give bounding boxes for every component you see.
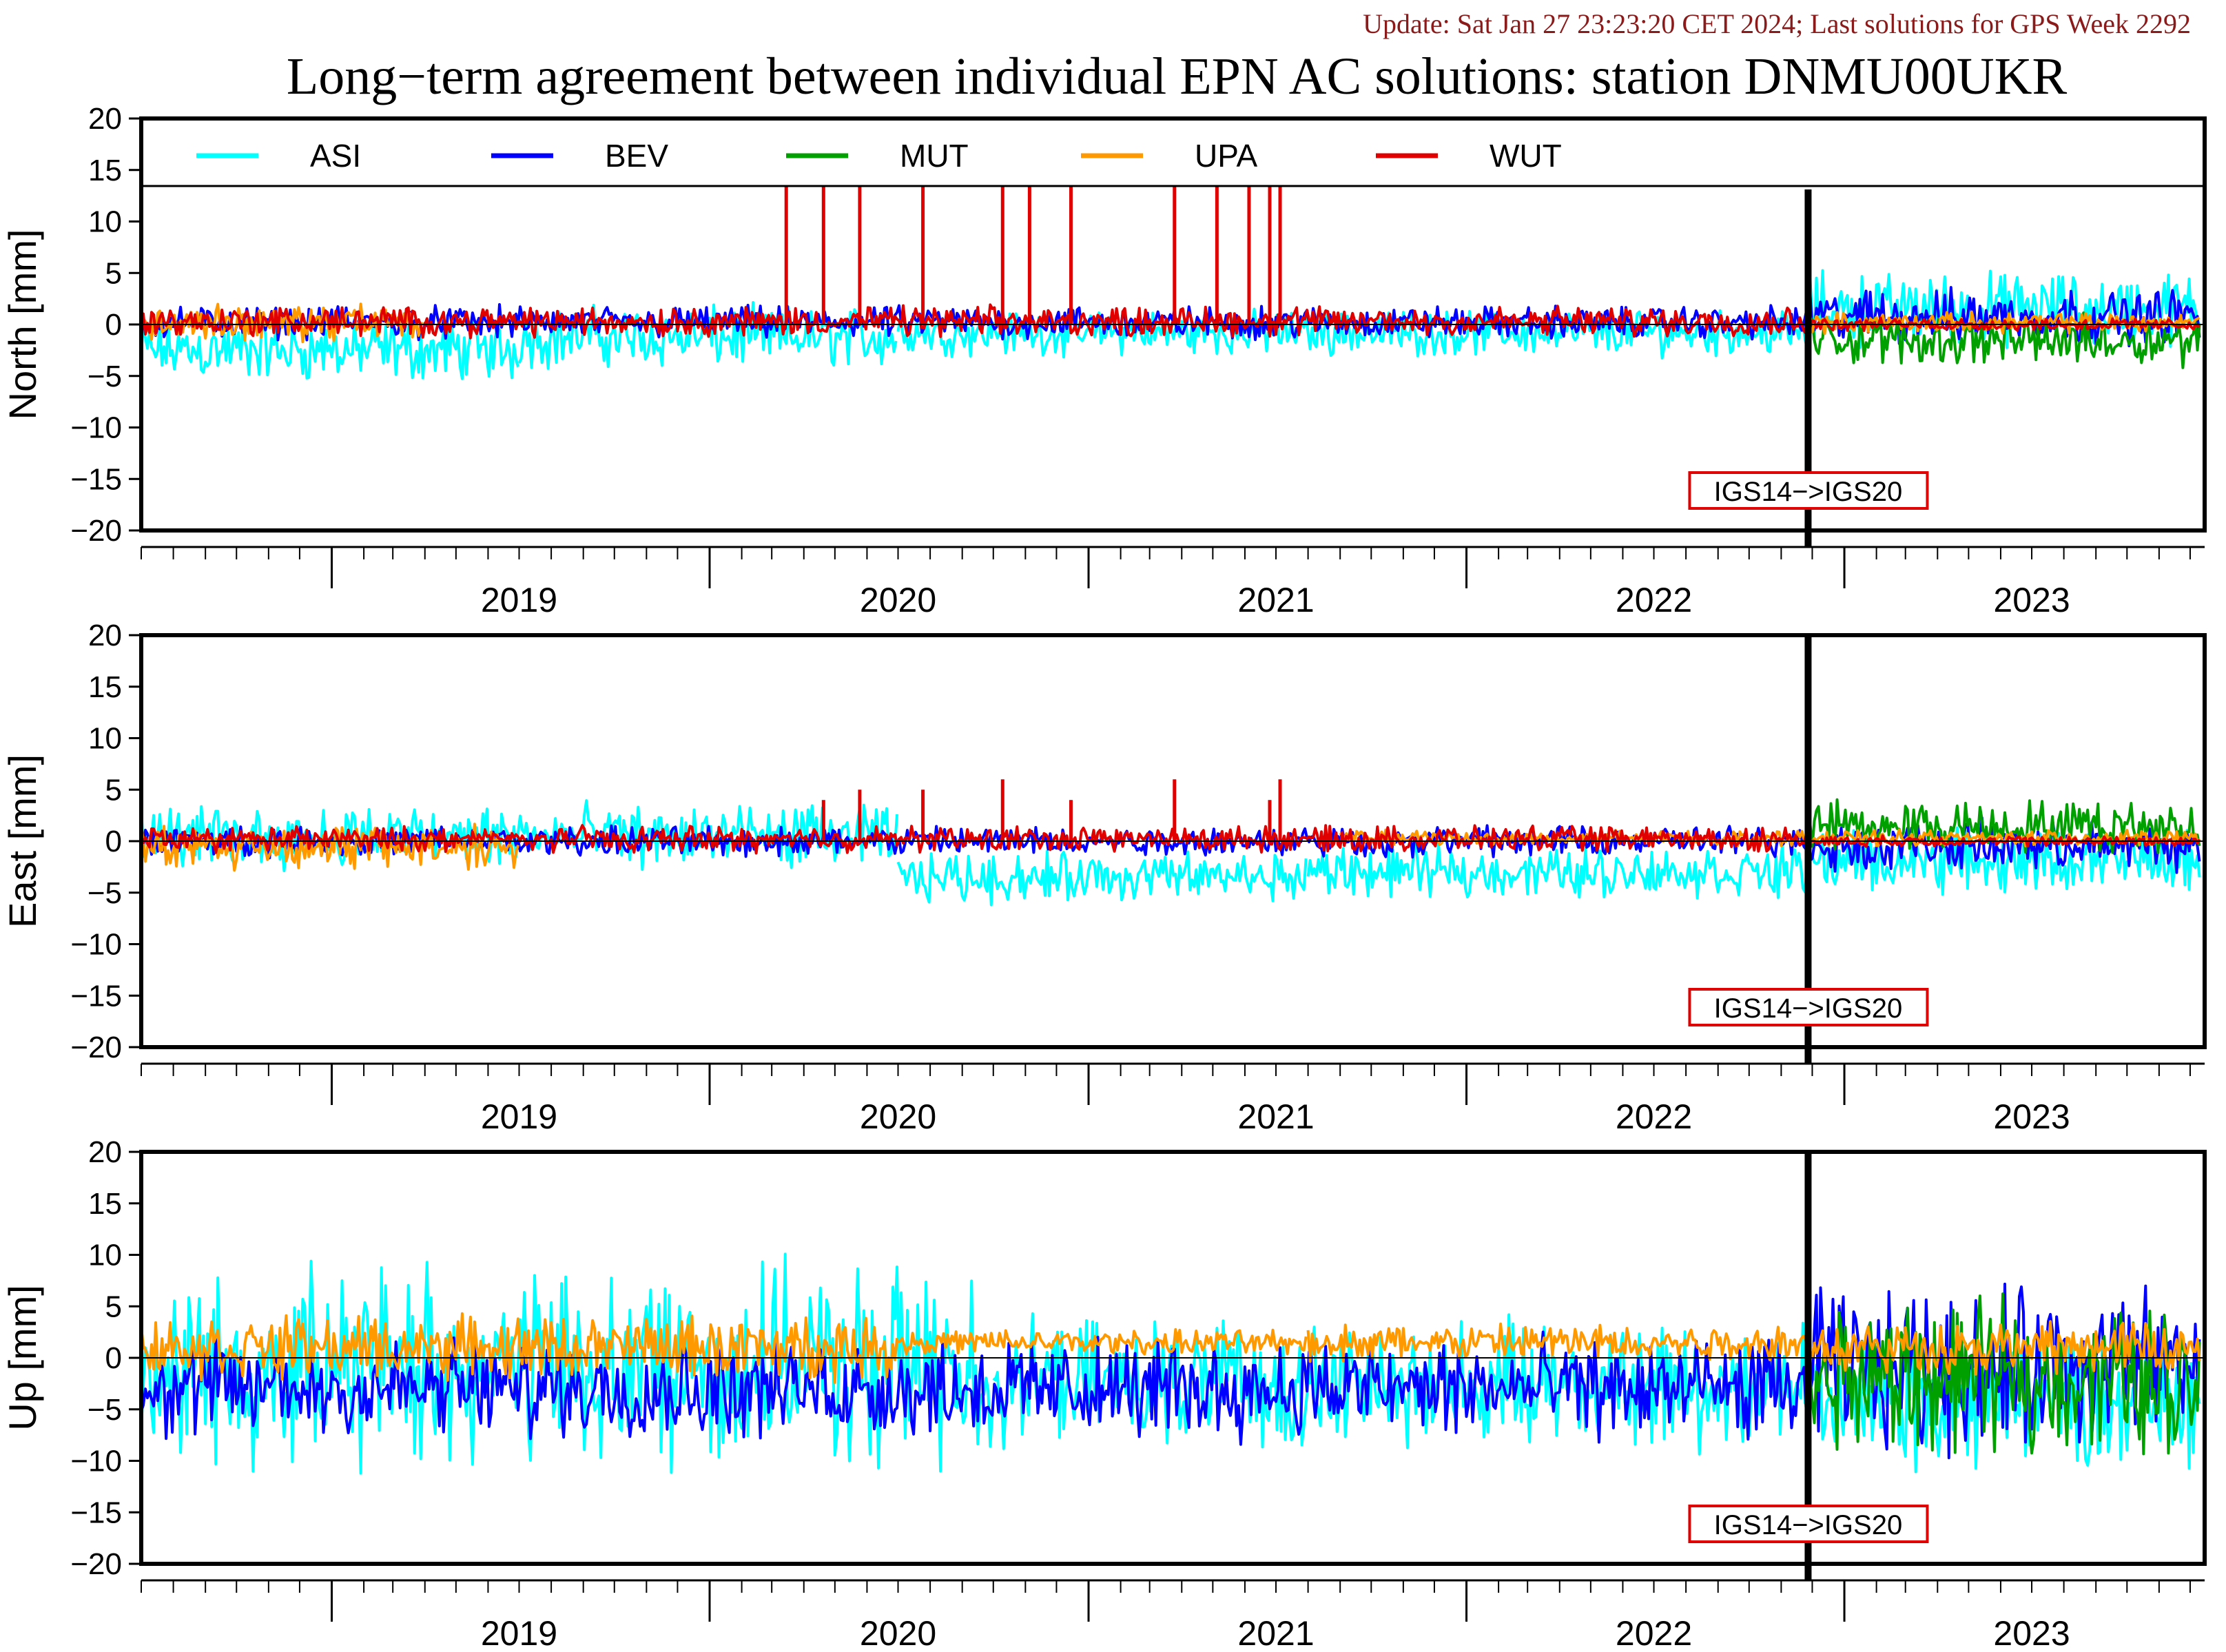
x-tick-label: 2019 (481, 1614, 557, 1652)
reference-change-box (1688, 1505, 1929, 1543)
x-tick-label: 2023 (1993, 1097, 2070, 1136)
x-tick-label: 2020 (860, 581, 936, 619)
y-tick-label: 20 (88, 102, 122, 136)
update-text: Update: Sat Jan 27 23:23:20 CET 2024; La… (1363, 8, 2191, 39)
chart-title: Long−term agreement between individual E… (287, 48, 2068, 105)
y-tick-label: −20 (70, 1031, 122, 1064)
y-tick-label: −15 (70, 462, 122, 496)
y-tick-label: −5 (87, 360, 122, 393)
series-mut (1806, 311, 2201, 369)
reference-change-label: IGS14−>IGS20 (1714, 993, 1903, 1024)
series-line-bev (141, 1330, 1808, 1446)
y-tick-label: −20 (70, 514, 122, 548)
series-line-mut (1806, 798, 2201, 854)
reference-change-box (1688, 471, 1929, 510)
x-tick-label: 2021 (1237, 581, 1314, 619)
legend-bg (141, 118, 2205, 186)
panel-east: IGS14−>IGS20 20 15 10 5 0 −5 −10 −15 −20 East [mm]… (1, 619, 2207, 1136)
y-tick-label: −15 (70, 979, 122, 1013)
series-line-asi (1806, 826, 2201, 896)
x-tick-label: 2019 (481, 581, 557, 619)
series-line-upa (1306, 1322, 1808, 1363)
series-upa (141, 1312, 2201, 1384)
series-wut (141, 779, 2201, 855)
legend-label-mut: MUT (900, 138, 969, 174)
y-tick-label: −10 (70, 928, 122, 962)
x-tick-label: 2021 (1237, 1614, 1314, 1652)
series-line-wut (141, 303, 1808, 340)
x-tick-label: 2021 (1237, 1097, 1314, 1136)
series-line-asi (896, 849, 1308, 907)
x-tick-label: 2023 (1993, 1614, 2070, 1652)
legend-label-asi: ASI (310, 138, 361, 174)
y-tick-label: −5 (87, 1393, 122, 1427)
y-tick-label: 0 (105, 1341, 122, 1375)
series-mut (1806, 798, 2201, 854)
x-tick-label: 2020 (860, 1614, 936, 1652)
x-tick-label: 2020 (860, 1097, 936, 1136)
y-tick-label: 5 (105, 256, 122, 290)
legend-label-wut: WUT (1490, 138, 1562, 174)
panel-frame-top (139, 116, 2207, 533)
y-tick-label: 20 (88, 1135, 122, 1169)
y-axis-label: Up [mm] (1, 1285, 44, 1431)
series-line-upa (898, 1328, 1308, 1356)
y-tick-label: −20 (70, 1547, 122, 1581)
y-tick-label: 5 (105, 773, 122, 807)
y-tick-label: 10 (88, 205, 122, 239)
y-tick-label: 10 (88, 722, 122, 756)
series-line-upa (1806, 1320, 2201, 1376)
series-line-asi (1306, 842, 1808, 900)
x-tick-label: 2022 (1616, 1614, 1692, 1652)
y-tick-label: −15 (70, 1496, 122, 1529)
series-line-mut (1806, 311, 2201, 369)
panel-up: IGS14−>IGS20 20 15 10 5 0 −5 −10 −15 −20 Up [mm] 20… (1, 1135, 2207, 1652)
legend-label-upa: UPA (1195, 138, 1257, 174)
series-line-mut (1806, 1292, 2201, 1456)
x-tick-label: 2023 (1993, 581, 2070, 619)
series-line-asi (141, 318, 519, 380)
series-line-asi (896, 307, 1808, 360)
y-axis-label: East [mm] (1, 754, 44, 928)
y-tick-label: −10 (70, 411, 122, 445)
y-tick-label: −5 (87, 876, 122, 910)
legend-label-bev: BEV (605, 138, 668, 174)
panel-north: IGS14−>IGS20 20 15 10 5 0 −5 −10 −15 −20 North [mm… (1, 102, 2207, 619)
reference-change-box (1688, 988, 1929, 1026)
y-tick-label: 20 (88, 619, 122, 652)
y-tick-label: 10 (88, 1239, 122, 1272)
x-tick-label: 2022 (1616, 1097, 1692, 1136)
series-line-asi (141, 1252, 994, 1475)
y-tick-label: 15 (88, 670, 122, 704)
y-tick-label: 0 (105, 308, 122, 342)
reference-change-label: IGS14−>IGS20 (1714, 477, 1903, 507)
y-tick-label: −10 (70, 1445, 122, 1478)
y-tick-label: 5 (105, 1290, 122, 1323)
y-axis-label: North [mm] (1, 229, 44, 420)
panels: IGS14−>IGS20 20 15 10 5 0 −5 −10 −15 −20 North [mm… (1, 102, 2207, 1652)
series-group (141, 779, 2201, 907)
x-tick-label: 2019 (481, 1097, 557, 1136)
series-mut (1806, 1292, 2201, 1456)
y-tick-label: 0 (105, 825, 122, 858)
y-tick-label: 15 (88, 1187, 122, 1221)
x-tick-label: 2022 (1616, 581, 1692, 619)
series-line-upa (141, 1312, 898, 1384)
y-tick-label: 15 (88, 154, 122, 187)
reference-change-label: IGS14−>IGS20 (1714, 1510, 1903, 1540)
series-group (141, 1252, 2201, 1475)
